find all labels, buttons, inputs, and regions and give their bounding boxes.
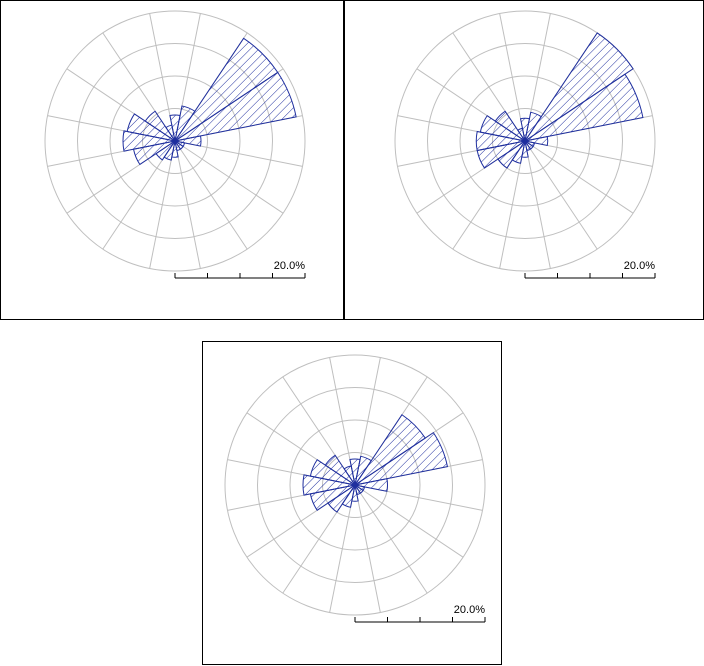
rose-sector [494,110,526,142]
rose-sector [174,135,202,147]
rose-sector [165,124,176,142]
rose-sector [524,135,549,147]
scale-label: 20.0% [624,260,655,272]
scale-label: 20.0% [274,260,305,272]
wind-rose-chart-1: 20.0% [44,10,306,279]
grid-ring [257,387,453,583]
rose-sector [122,130,176,152]
rose-sector [524,32,634,142]
rose-sector [309,459,356,486]
wind-rose-chart-3: 20.0% [224,354,486,623]
grid-spoke [174,140,248,250]
grid-ring [289,419,421,551]
grid-ring [44,10,306,272]
grid-spoke [354,484,464,558]
rose-sector [517,127,526,142]
rose-sector [343,465,356,486]
rose-sector [302,474,356,496]
grid-spoke [174,140,201,269]
grid-spoke [524,140,598,250]
rose-sector [479,115,526,142]
wind-rose-panel-3: 20.0% [202,341,502,665]
rose-sector [475,130,526,152]
grid-spoke [354,484,428,594]
rose-sector [174,71,297,142]
grid-ring [224,354,486,616]
grid-spoke [524,140,551,269]
grid-ring [77,43,273,239]
grid-ring [394,10,656,272]
grid-spoke [149,140,176,269]
wind-rose-chart-2: 20.0% [394,10,656,279]
grid-ring [459,75,591,207]
rose-sector [126,113,176,142]
rose-sector [354,431,449,486]
grid-spoke [524,140,634,214]
rose-sector [144,110,176,142]
grid-ring [109,75,241,207]
rose-sector [524,73,644,142]
rose-sector [354,478,389,492]
wind-rose-panel-2: 20.0% [344,0,704,320]
grid-spoke [174,140,284,214]
scale-label: 20.0% [454,604,485,616]
wind-rose-panel-1: 20.0% [0,0,344,320]
rose-sector [324,454,356,486]
grid-spoke [354,484,381,613]
grid-ring [427,43,623,239]
